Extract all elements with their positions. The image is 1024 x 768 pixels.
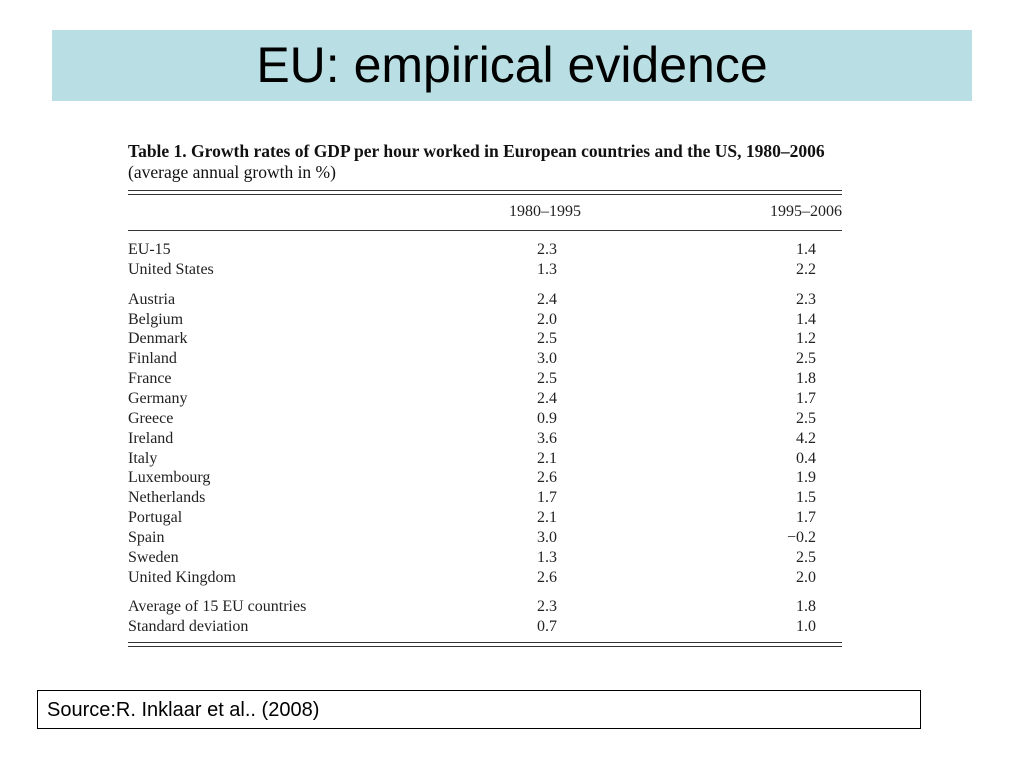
cell-value: 3.6 (537, 429, 557, 447)
cell-value: 2.0 (537, 310, 557, 328)
source-box: Source:R. Inklaar et al.. (2008) (37, 690, 921, 729)
row-label: Standard deviation (128, 618, 249, 636)
cell-value: 2.5 (796, 409, 816, 427)
cell-value: 1.2 (796, 330, 816, 348)
cell-value: 2.0 (796, 568, 816, 586)
row-label: EU-15 (128, 241, 171, 258)
cell-value: 1.9 (796, 469, 816, 487)
caption-bold: Table 1. Growth rates of GDP per hour wo… (128, 141, 825, 161)
row-label: Average of 15 EU countries (128, 598, 307, 616)
slide-title: EU: empirical evidence (256, 37, 768, 93)
cell-value: 2.5 (537, 370, 557, 388)
row-label: Ireland (128, 429, 174, 447)
cell-value: 2.1 (537, 449, 557, 467)
cell-value: 2.3 (537, 241, 557, 258)
row-label: Italy (128, 449, 158, 467)
cell-value: 0.9 (537, 409, 557, 427)
cell-value: 1.0 (796, 618, 816, 636)
row-label: Greece (128, 409, 174, 427)
cell-value: 1.3 (537, 548, 557, 566)
cell-value: 3.0 (537, 350, 557, 368)
cell-value: 2.3 (796, 290, 816, 308)
title-band (52, 30, 972, 101)
row-label: Luxembourg (128, 469, 211, 487)
row-label: Denmark (128, 330, 188, 348)
source-text: Source:R. Inklaar et al.. (2008) (47, 699, 320, 721)
cell-value: −0.2 (786, 528, 816, 546)
rule (128, 194, 842, 195)
cell-value: 1.7 (796, 389, 816, 407)
cell-value: 2.1 (537, 509, 557, 527)
cell-value: 2.4 (537, 389, 557, 407)
row-label: France (128, 370, 172, 388)
row-label: Spain (128, 528, 165, 546)
rule (128, 230, 842, 231)
cell-value: 0.7 (537, 618, 557, 636)
cell-value: 1.4 (796, 310, 816, 328)
cell-value: 1.8 (796, 598, 816, 616)
row-label: United States (128, 260, 214, 278)
table-caption: Table 1. Growth rates of GDP per hour wo… (128, 141, 848, 183)
row-label: Finland (128, 350, 177, 368)
row-label: Portugal (128, 509, 183, 527)
cell-value: 2.5 (796, 350, 816, 368)
cell-value: 2.3 (537, 598, 557, 616)
caption-rest: (average annual growth in %) (128, 162, 336, 182)
row-label: Austria (128, 290, 176, 308)
cell-value: 2.2 (796, 260, 816, 278)
row-label: United Kingdom (128, 568, 236, 586)
cell-value: 4.2 (796, 429, 816, 447)
column-header: 1980–1995 (509, 203, 581, 220)
rule (128, 190, 842, 191)
cell-value: 1.7 (537, 489, 557, 507)
cell-value: 2.6 (537, 568, 557, 586)
column-header: 1995–2006 (770, 203, 842, 220)
row-label: Belgium (128, 310, 184, 328)
cell-value: 2.5 (796, 548, 816, 566)
row-label: Sweden (128, 548, 179, 566)
cell-value: 1.8 (796, 370, 816, 388)
cell-value: 1.5 (796, 489, 816, 507)
cell-value: 2.6 (537, 469, 557, 487)
cell-value: 0.4 (796, 449, 816, 467)
row-label: Netherlands (128, 489, 206, 507)
cell-value: 1.7 (796, 509, 816, 527)
cell-value: 1.4 (796, 241, 816, 258)
cell-value: 2.4 (537, 290, 557, 308)
cell-value: 3.0 (537, 528, 557, 546)
rule (128, 642, 842, 643)
rule (128, 646, 842, 647)
row-label: Germany (128, 389, 188, 407)
cell-value: 2.5 (537, 330, 557, 348)
cell-value: 1.3 (537, 260, 557, 278)
